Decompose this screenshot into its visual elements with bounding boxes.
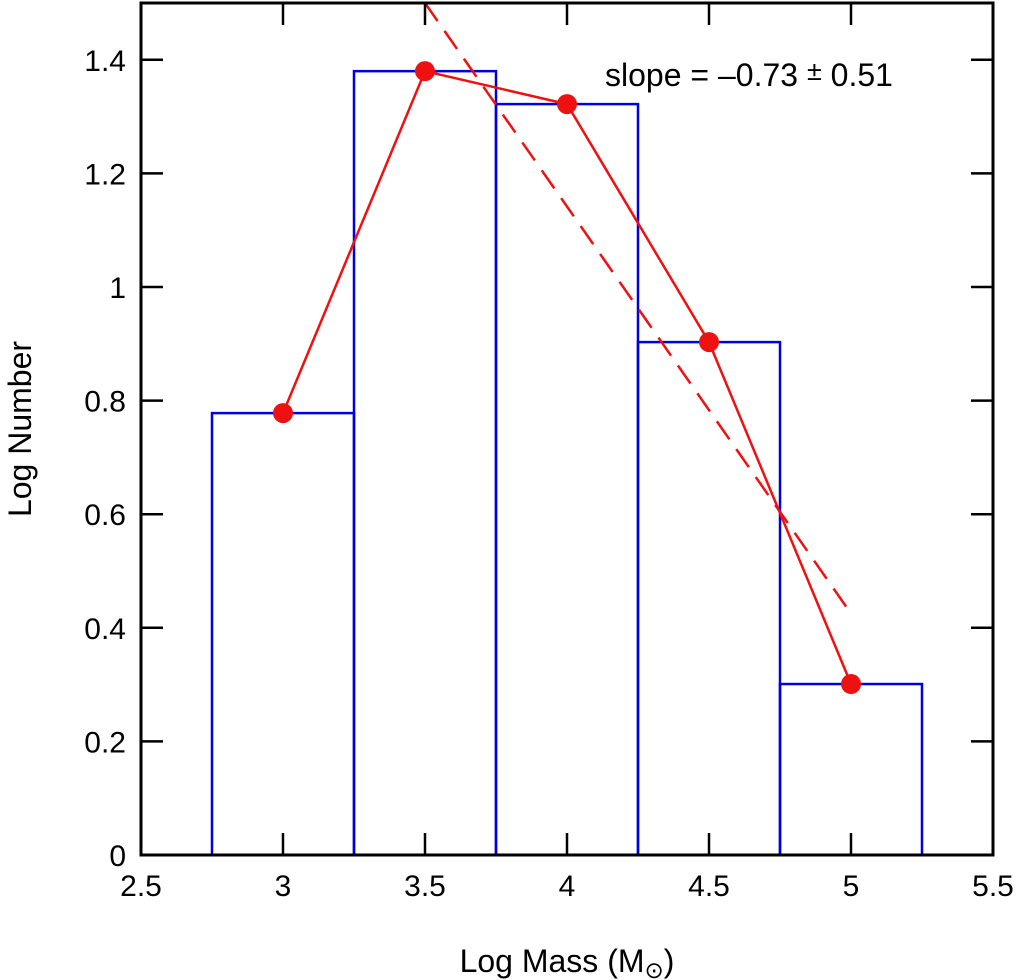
x-tick-label: 5 [843, 870, 860, 903]
plus-minus-sign: ± [807, 56, 822, 86]
histogram-bar [636, 340, 782, 857]
slope-prefix: slope = –0.73 [605, 57, 807, 93]
x-axis-title-main: Log Mass (M [460, 943, 645, 979]
y-tick-label: 0.4 [84, 613, 126, 646]
x-axis-title-close: ) [664, 943, 675, 979]
y-tick-label: 1 [109, 272, 126, 305]
x-tick-label: 5.5 [972, 870, 1014, 903]
data-point [557, 94, 577, 115]
series-line [281, 69, 853, 685]
plot-frame [139, 1, 995, 857]
slope-error: 0.51 [822, 57, 893, 93]
histogram-bar [210, 411, 356, 857]
data-series-layer [273, 61, 861, 695]
x-tick-label: 4.5 [688, 870, 730, 903]
y-tick-label: 0.2 [84, 726, 126, 759]
data-point [699, 332, 719, 353]
axis-ticks: 2.5 3 3.5 4 4.5 5 5.5 0 0.2 0.4 0.6 0.8 1 1.2 1.4 [84, 3, 1014, 903]
x-tick-label: 2.5 [120, 870, 162, 903]
histogram-bar [778, 682, 924, 857]
x-tick-label: 4 [559, 870, 576, 903]
slope-annotation: slope = –0.73 ± 0.51 [605, 56, 893, 93]
histogram-bar [494, 102, 640, 857]
y-tick-label: 0.6 [84, 499, 126, 532]
y-tick-label: 0 [109, 840, 126, 873]
data-point [273, 403, 293, 424]
y-tick-label: 1.4 [84, 45, 126, 78]
data-point [415, 61, 435, 82]
y-axis-title: Log Number [2, 341, 38, 517]
y-tick-label: 0.8 [84, 386, 126, 419]
data-point [841, 674, 861, 695]
x-tick-label: 3 [275, 870, 292, 903]
histogram-bars [210, 69, 924, 857]
y-tick-label: 1.2 [84, 158, 126, 191]
sun-symbol: ⊙ [645, 957, 664, 980]
x-axis-title: Log Mass (M⊙) [460, 943, 675, 980]
x-tick-label: 3.5 [404, 870, 446, 903]
